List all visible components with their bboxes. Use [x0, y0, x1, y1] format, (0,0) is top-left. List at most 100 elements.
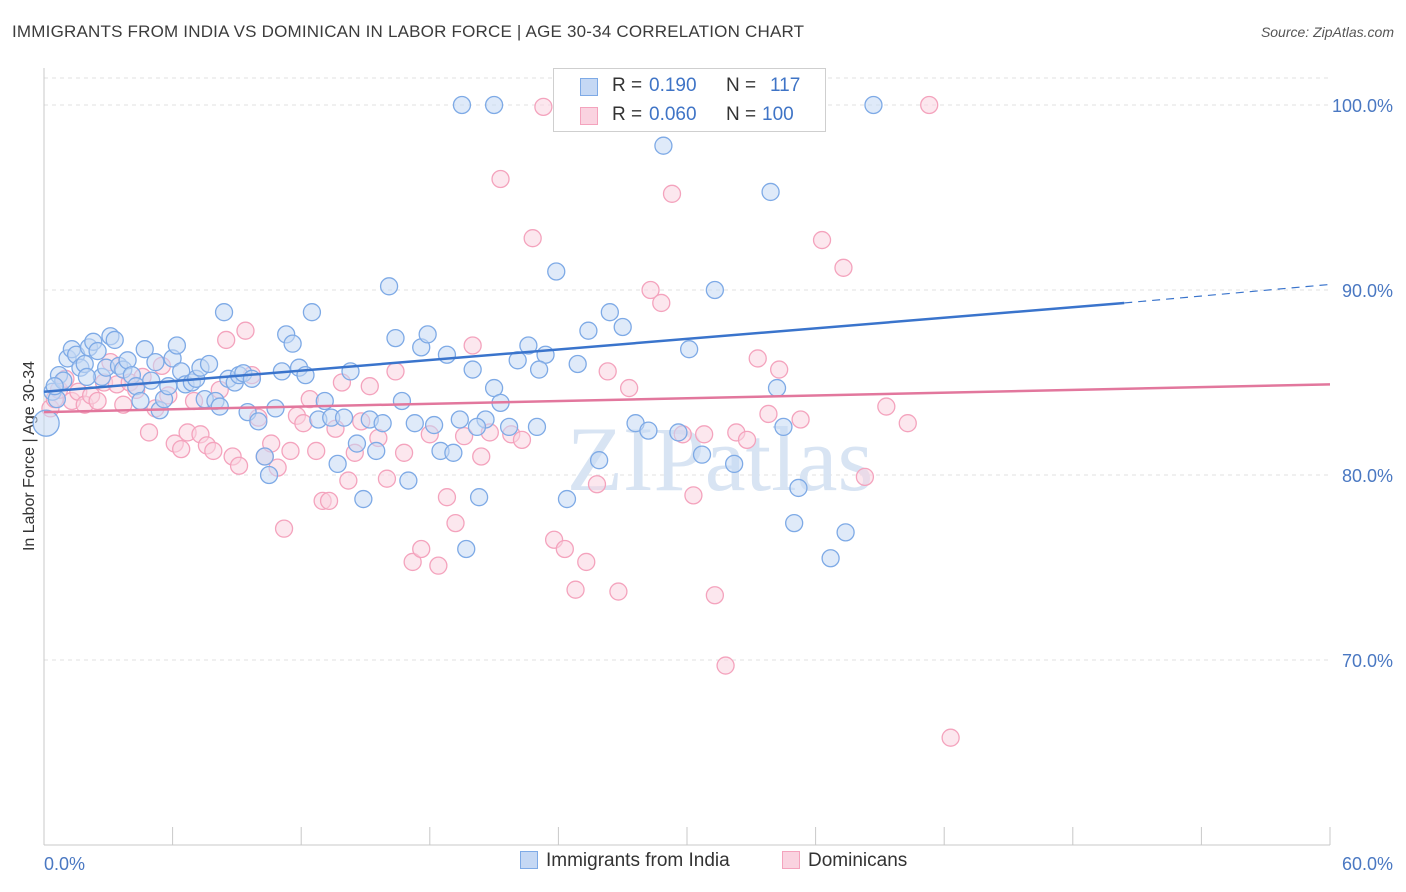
- dominican-point: [877, 397, 896, 416]
- india-point: [785, 513, 804, 533]
- dominican-point: [566, 580, 585, 599]
- india-point: [579, 321, 598, 340]
- india-point: [167, 336, 187, 355]
- y-axis-label: In Labor Force | Age 30-34: [21, 361, 38, 551]
- dominican-point: [294, 414, 313, 433]
- india-point: [725, 454, 744, 474]
- dominican-point: [339, 471, 358, 490]
- india-point: [131, 391, 150, 411]
- y-tick-label: 90.0%: [1342, 281, 1393, 301]
- dominican-point: [641, 280, 660, 300]
- india-point: [600, 303, 619, 322]
- dominican-point: [684, 486, 703, 505]
- dominican-point: [748, 349, 767, 368]
- india-legend-swatch: [520, 851, 538, 869]
- y-tick-labels: 70.0% 80.0% 90.0% 100.0%: [1332, 96, 1393, 671]
- india-point: [105, 330, 124, 350]
- india-point: [527, 417, 547, 437]
- dominican-point: [534, 97, 553, 116]
- dominican-point: [759, 404, 778, 424]
- n-label: N =: [726, 104, 757, 125]
- dominican-point: [429, 556, 448, 575]
- india-point: [283, 334, 302, 353]
- india-point: [444, 443, 463, 462]
- india-point: [142, 371, 161, 390]
- india-point: [463, 360, 482, 379]
- india-point: [367, 441, 386, 461]
- india-point: [302, 303, 322, 322]
- india-point: [437, 345, 457, 364]
- y-tick-label: 80.0%: [1342, 466, 1393, 486]
- dominican-point: [394, 443, 414, 462]
- india-legend-label: Immigrants from India: [546, 850, 730, 871]
- india-point: [547, 262, 566, 281]
- x-ticks: [43, 827, 1331, 845]
- dominican-point: [307, 441, 326, 461]
- india-point: [767, 378, 787, 398]
- india-trend-line: [43, 301, 1125, 393]
- india-point: [418, 325, 437, 344]
- dominican-point: [898, 414, 917, 433]
- india-point: [259, 465, 279, 485]
- dominican-point: [204, 441, 223, 461]
- india-point: [347, 434, 367, 453]
- dominican-point: [172, 439, 191, 459]
- dominican-point: [229, 456, 249, 475]
- india-point: [379, 277, 399, 296]
- india-point: [354, 489, 373, 509]
- r-label: R =: [612, 104, 643, 125]
- legend-item-dominican: Dominicans: [782, 850, 907, 872]
- dominican-point: [716, 656, 735, 675]
- india-point: [424, 415, 444, 435]
- india-point: [864, 95, 883, 115]
- dominican-point: [694, 425, 714, 444]
- dominican-point: [737, 430, 757, 450]
- y-tick-label: 100.0%: [1332, 96, 1393, 116]
- india-point: [450, 410, 469, 429]
- india-point: [135, 340, 154, 359]
- india-point: [373, 414, 392, 433]
- india-point: [529, 360, 549, 379]
- india-trend-extension: [1124, 283, 1331, 304]
- dominican-point: [523, 229, 542, 248]
- india-point: [249, 412, 268, 431]
- india-r-value: 0.190: [649, 75, 697, 96]
- dominican-point: [770, 360, 789, 379]
- india-point: [774, 417, 793, 437]
- dominican-point: [941, 728, 960, 747]
- india-point: [328, 454, 347, 474]
- dominican-point: [619, 378, 639, 398]
- dominican-point: [920, 95, 939, 115]
- dominican-point: [463, 336, 482, 355]
- dominican-point: [598, 362, 617, 381]
- india-point: [214, 303, 234, 322]
- india-point: [386, 328, 405, 348]
- india-swatch: [580, 78, 598, 96]
- india-point: [405, 414, 424, 433]
- dominican-r-value: 0.060: [649, 104, 697, 125]
- source-label: Source: ZipAtlas.com: [1260, 24, 1394, 40]
- dominican-point: [386, 362, 405, 381]
- dominican-legend-label: Dominicans: [808, 850, 908, 871]
- india-point: [457, 539, 476, 559]
- dominican-point: [281, 441, 300, 461]
- india-point: [836, 523, 855, 542]
- india-point: [761, 182, 780, 202]
- india-point: [789, 478, 808, 498]
- india-point: [519, 336, 538, 355]
- dominican-point: [236, 321, 255, 340]
- dominican-point: [446, 513, 465, 533]
- dominican-point: [555, 539, 574, 559]
- r-label: R =: [612, 75, 643, 96]
- dominican-point: [705, 586, 725, 605]
- dominican-point: [454, 426, 474, 446]
- india-point: [452, 95, 472, 115]
- india-point: [199, 354, 219, 374]
- y-tick-label: 70.0%: [1342, 651, 1393, 671]
- dominican-point: [437, 488, 457, 507]
- dominican-point: [88, 391, 107, 411]
- india-point: [589, 451, 609, 470]
- india-point: [679, 340, 699, 359]
- india-point: [705, 280, 725, 300]
